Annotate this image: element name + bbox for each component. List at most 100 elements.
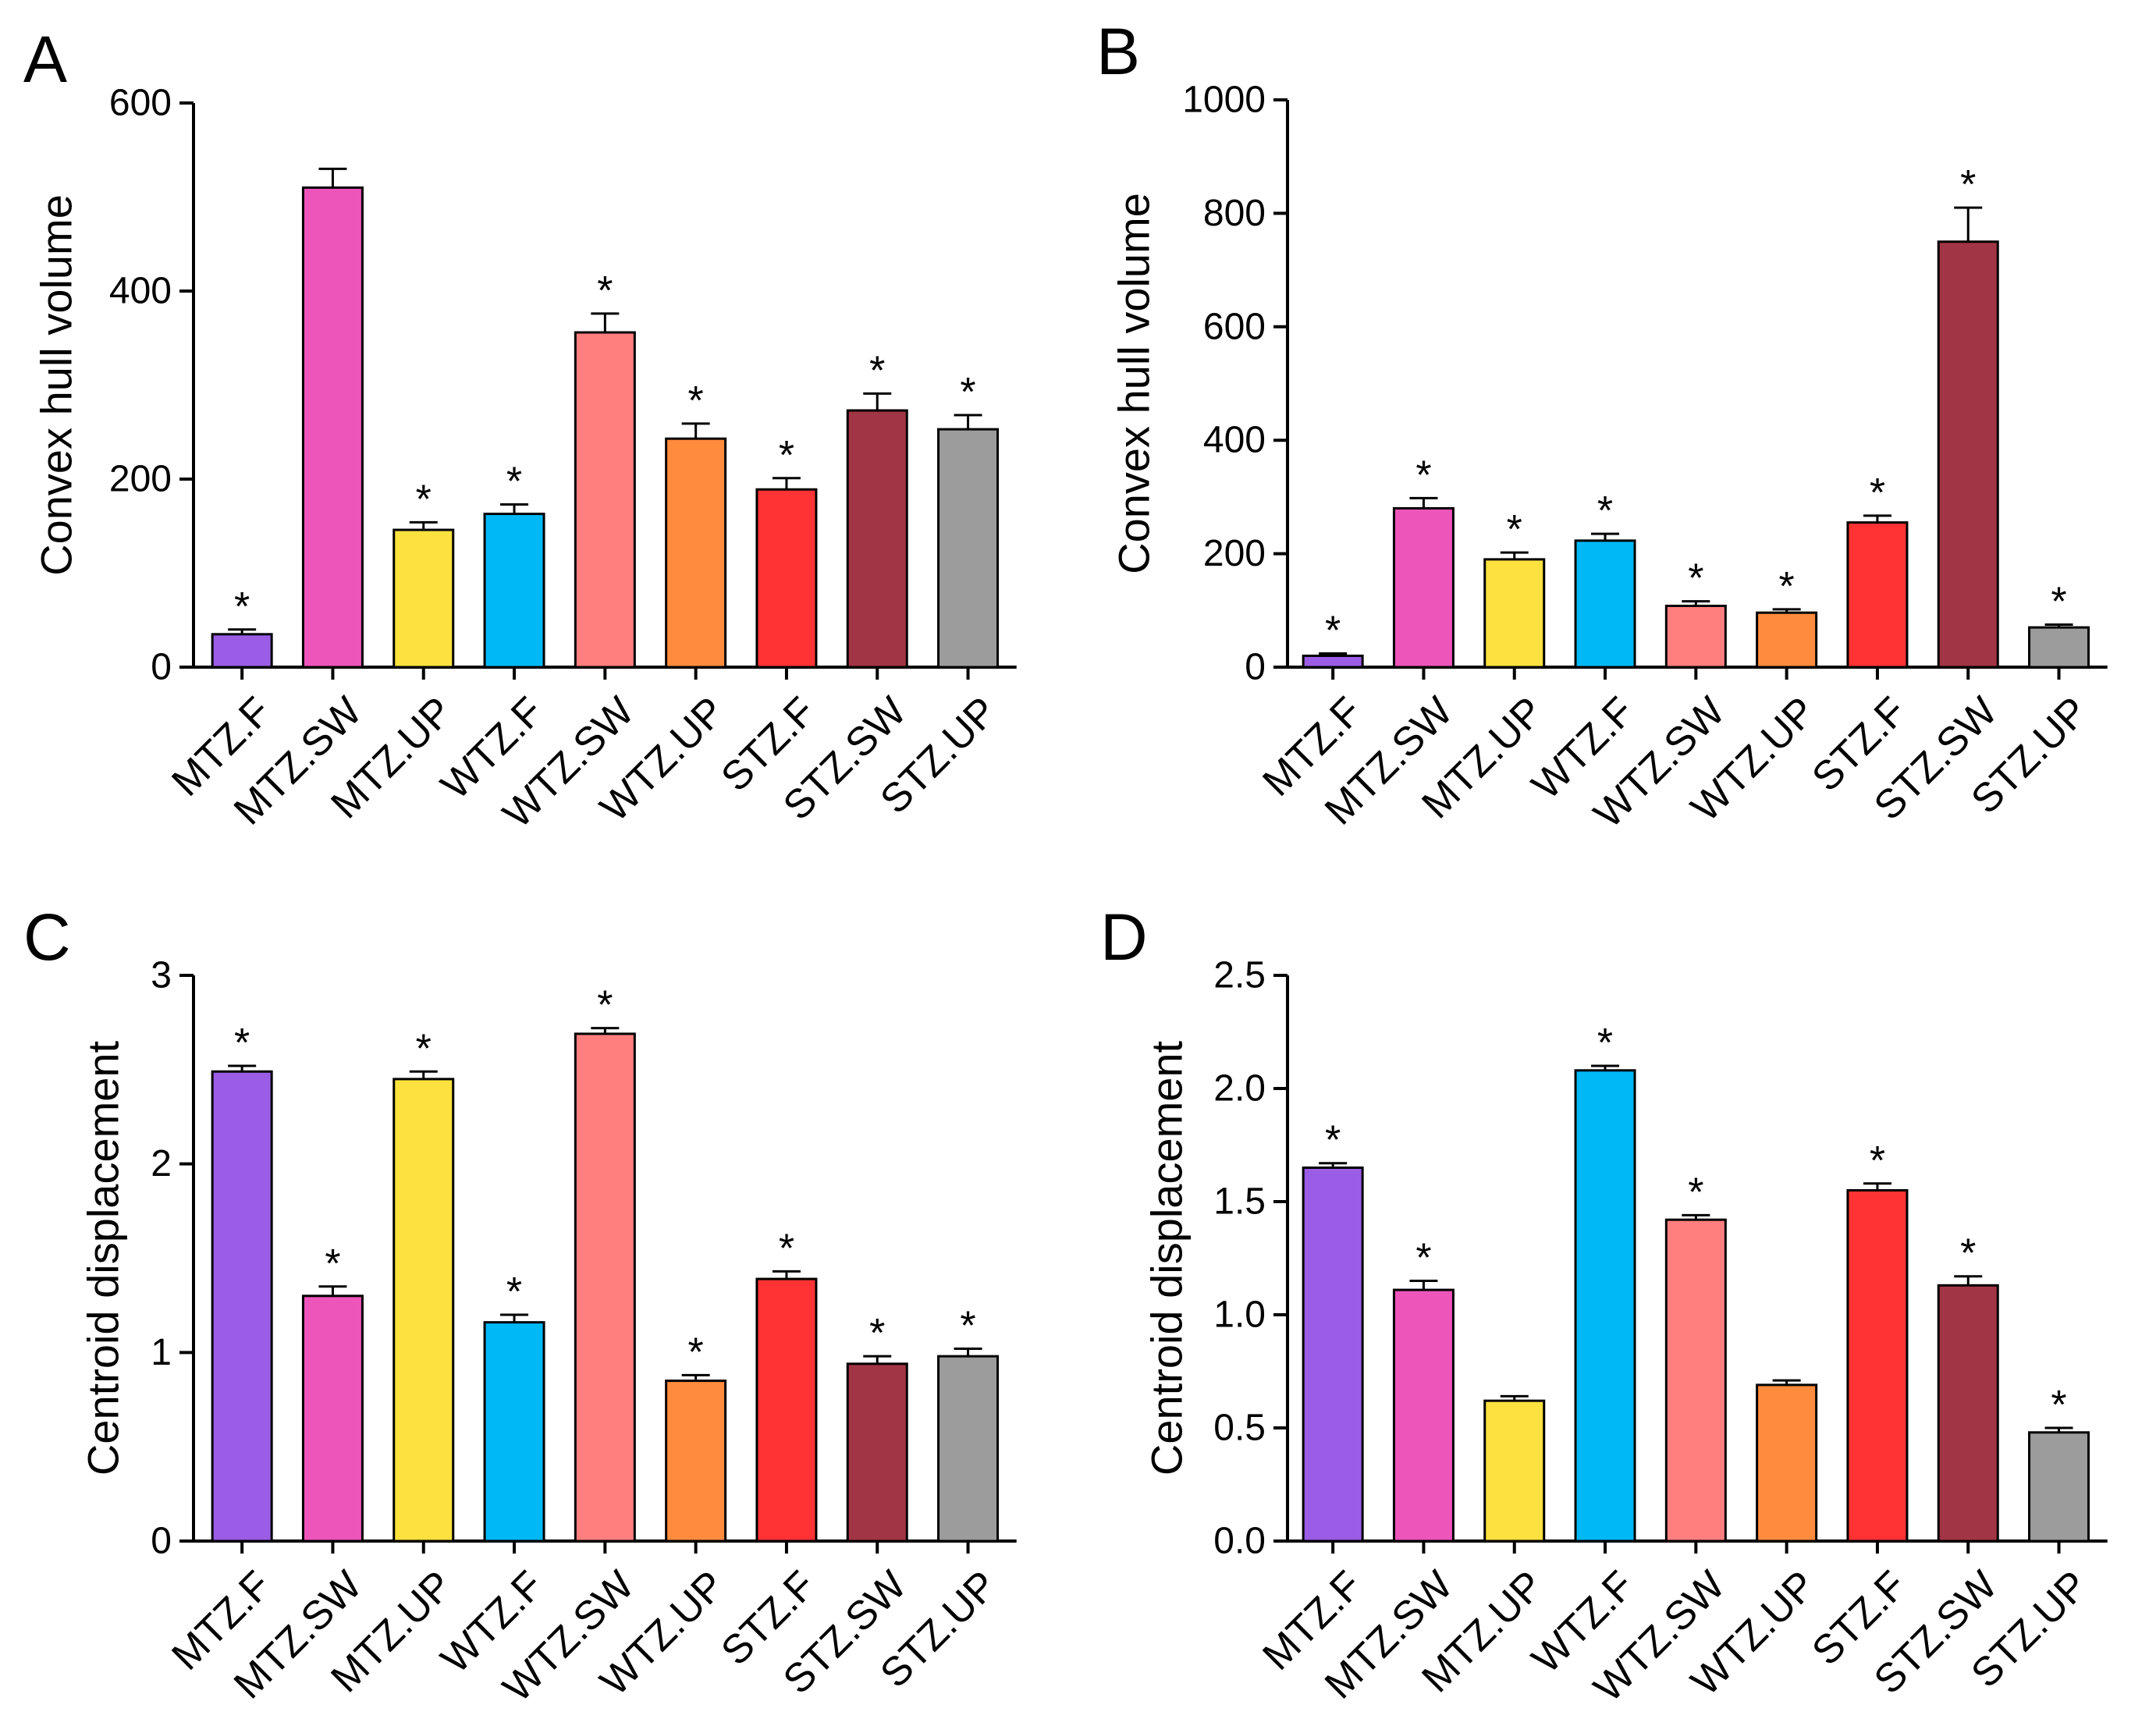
- y-tick-label: 0.0: [1213, 1521, 1266, 1562]
- bar-stz-up: [2028, 626, 2090, 669]
- significance-star: *: [234, 584, 250, 630]
- bar-stz-f: [755, 1277, 818, 1543]
- y-tick-label: 0: [151, 647, 172, 688]
- significance-star: *: [869, 348, 885, 393]
- significance-star: *: [1870, 471, 1885, 516]
- y-tick-label: 600: [1203, 306, 1266, 347]
- bar-stz-sw: [1937, 240, 1999, 669]
- bar-wtz-up: [665, 437, 727, 669]
- bar-wtz-sw: [574, 331, 636, 669]
- significance-star: *: [688, 1330, 704, 1375]
- bar-mtz-sw: [1392, 1288, 1455, 1543]
- y-tick-label: 200: [109, 459, 172, 500]
- significance-star: *: [688, 378, 704, 424]
- significance-star: *: [1507, 507, 1522, 552]
- significance-star: *: [1779, 564, 1795, 609]
- significance-star: *: [779, 433, 794, 478]
- significance-star: *: [1415, 1236, 1431, 1281]
- bar-wtz-f: [483, 513, 545, 669]
- bar-stz-f: [755, 488, 818, 669]
- significance-star: *: [325, 1241, 340, 1287]
- bar-wtz-f: [1574, 539, 1636, 669]
- significance-star: *: [1415, 453, 1431, 498]
- y-tick-label: 0: [1245, 647, 1266, 688]
- bar-wtz-up: [1756, 611, 1818, 669]
- panel-letter: C: [23, 900, 71, 974]
- bar-wtz-f: [483, 1321, 545, 1543]
- bar-stz-up: [2028, 1431, 2090, 1543]
- bar-mtz-up: [1483, 558, 1546, 669]
- bar-mtz-up: [392, 528, 455, 669]
- bar-wtz-sw: [1664, 1218, 1727, 1543]
- y-tick-label: 2.5: [1213, 955, 1266, 996]
- bar-stz-sw: [846, 409, 908, 669]
- significance-star: *: [960, 370, 975, 415]
- bar-mtz-f: [211, 1070, 273, 1543]
- significance-star: *: [2051, 579, 2066, 624]
- panel-letter: B: [1096, 15, 1140, 88]
- y-axis-title: Centroid displacement: [1142, 1040, 1192, 1476]
- bar-mtz-up: [392, 1078, 455, 1543]
- panel-letter: A: [23, 23, 67, 96]
- panel-D: D Centroid displacement 0.0 0.5 1.0 1.5 2.0 2.5…: [1100, 900, 2108, 1711]
- significance-star: *: [1688, 1170, 1703, 1215]
- significance-star: *: [2051, 1383, 2066, 1428]
- y-tick-label: 2: [151, 1143, 172, 1184]
- bar-stz-sw: [846, 1362, 908, 1543]
- bar-mtz-up: [1483, 1399, 1546, 1543]
- y-tick-label: 1: [151, 1332, 172, 1373]
- bar-wtz-sw: [1664, 604, 1727, 669]
- bar-mtz-sw: [1392, 506, 1455, 669]
- y-tick-label: 400: [1203, 420, 1266, 461]
- y-tick-label: 800: [1203, 193, 1266, 234]
- y-axis-title: Centroid displacement: [79, 1040, 128, 1476]
- bar-stz-sw: [1937, 1284, 1999, 1543]
- bar-wtz-up: [1756, 1383, 1818, 1543]
- bar-mtz-sw: [301, 186, 364, 669]
- y-tick-label: 1.5: [1213, 1181, 1266, 1223]
- significance-star: *: [960, 1304, 975, 1349]
- significance-star: *: [1960, 162, 1976, 208]
- significance-star: *: [1870, 1138, 1885, 1184]
- significance-star: *: [597, 983, 613, 1028]
- bar-stz-f: [1846, 521, 1909, 669]
- significance-star: *: [234, 1021, 250, 1066]
- significance-star: *: [779, 1226, 794, 1271]
- significance-star: *: [1960, 1231, 1976, 1277]
- bar-stz-up: [937, 428, 1000, 669]
- y-tick-label: 400: [109, 271, 172, 312]
- significance-star: *: [1597, 1021, 1613, 1066]
- significance-star: *: [1325, 609, 1341, 654]
- y-axis-title: Convex hull volume: [32, 194, 81, 576]
- y-tick-label: 3: [151, 955, 172, 996]
- bar-mtz-sw: [301, 1294, 364, 1543]
- bar-wtz-f: [1574, 1069, 1636, 1543]
- significance-star: *: [1597, 488, 1613, 534]
- y-axis-title: Convex hull volume: [1110, 193, 1159, 574]
- bar-mtz-f: [211, 633, 273, 669]
- y-tick-label: 0: [151, 1521, 172, 1562]
- panel-letter: D: [1100, 900, 1148, 974]
- significance-star: *: [416, 477, 432, 522]
- y-tick-label: 2.0: [1213, 1068, 1266, 1110]
- y-tick-label: 1.0: [1213, 1294, 1266, 1336]
- y-tick-label: 600: [109, 83, 172, 124]
- y-tick-label: 0.5: [1213, 1408, 1266, 1449]
- significance-star: *: [1325, 1118, 1341, 1163]
- bar-mtz-f: [1302, 654, 1364, 669]
- significance-star: *: [506, 460, 522, 505]
- bar-wtz-up: [665, 1380, 727, 1543]
- significance-star: *: [597, 268, 613, 314]
- bar-mtz-f: [1302, 1167, 1364, 1543]
- significance-star: *: [869, 1311, 885, 1356]
- significance-star: *: [1688, 556, 1703, 602]
- bar-stz-f: [1846, 1189, 1909, 1543]
- y-tick-label: 200: [1203, 533, 1266, 574]
- bar-wtz-sw: [574, 1032, 636, 1543]
- y-tick-label: 1000: [1182, 80, 1266, 121]
- bar-stz-up: [937, 1355, 1000, 1543]
- significance-star: *: [416, 1026, 432, 1071]
